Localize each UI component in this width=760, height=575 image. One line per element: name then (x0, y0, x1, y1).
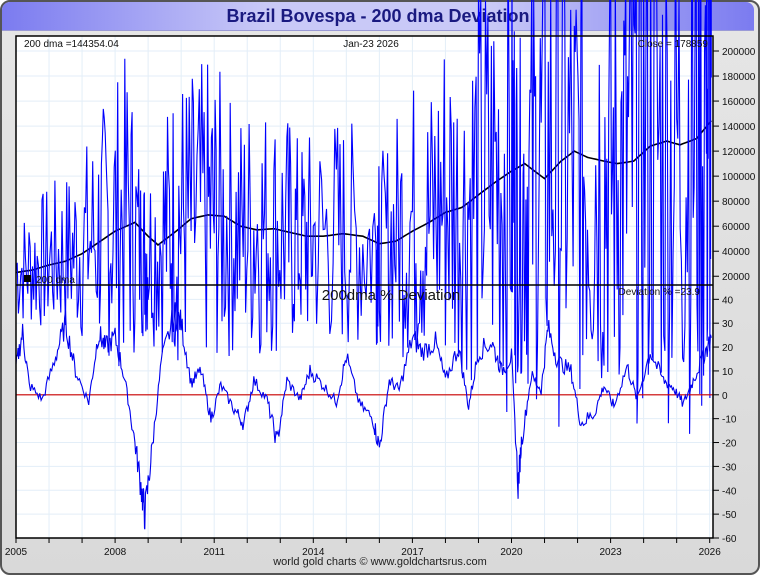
plot-border (15, 35, 714, 539)
lower-y-axis: -60 -50 -40 -30 -20 -10 0 10 20 30 40 (713, 295, 737, 545)
legend-label-dma: 200 dma (36, 275, 75, 286)
deviation-line (15, 302, 712, 530)
y-tick-label: -60 (722, 534, 737, 545)
y-tick-label: 20000 (722, 272, 750, 283)
x-tick-label: 2005 (5, 547, 28, 558)
x-tick-label: 2020 (500, 547, 523, 558)
y-tick-label: -50 (722, 510, 737, 521)
x-tick-label: 2008 (104, 547, 127, 558)
y-tick-label: 20 (722, 343, 734, 354)
y-tick-label: 60000 (722, 222, 750, 233)
y-tick-label: 40000 (722, 247, 750, 258)
y-tick-label: 0 (722, 391, 728, 402)
x-tick-label: 2026 (699, 547, 722, 558)
y-tick-label: 120000 (722, 147, 756, 158)
deviation-panel-title: 200dma % Deviation (322, 287, 460, 304)
x-tick-label: 2014 (302, 547, 325, 558)
title-bar: Brazil Bovespa - 200 dma Deviation (2, 2, 754, 31)
y-tick-label: 80000 (722, 197, 750, 208)
y-tick-label: 100000 (722, 172, 756, 183)
date-label: Jan-23 2026 (343, 39, 399, 50)
upper-panel-lines (15, 0, 712, 434)
y-tick-label: -10 (722, 415, 737, 426)
price-line (15, 0, 712, 434)
y-tick-label: -20 (722, 439, 737, 450)
legend-swatch-dma (24, 275, 31, 282)
dma-value-label: 200 dma =144354.04 (24, 39, 119, 50)
y-tick-label: 30 (722, 319, 734, 330)
y-tick-label: 180000 (722, 72, 756, 83)
y-tick-label: 140000 (722, 122, 756, 133)
x-tick-label: 2017 (401, 547, 424, 558)
upper-y-axis: 20000 40000 60000 80000 100000 120000 140000 16… (713, 47, 756, 283)
x-tick-label: 2023 (599, 547, 622, 558)
x-tick-label: 2011 (203, 547, 225, 558)
y-tick-label: 200000 (722, 47, 756, 58)
footer-credit: world gold charts © www.goldchartsrus.co… (273, 556, 487, 568)
y-tick-label: 40 (722, 295, 734, 306)
y-tick-label: -30 (722, 462, 737, 473)
y-tick-label: -40 (722, 486, 737, 497)
close-value-label: Close = 178859 (638, 39, 709, 50)
y-tick-label: 160000 (722, 97, 756, 108)
deviation-value-label: Deviation % =23.9 (619, 287, 701, 298)
y-tick-label: 10 (722, 367, 734, 378)
chart-title: Brazil Bovespa - 200 dma Deviation (226, 6, 530, 26)
x-axis: 2005 2008 2011 2014 2017 2020 2023 2026 (5, 538, 721, 558)
lower-panel-lines (15, 302, 713, 530)
